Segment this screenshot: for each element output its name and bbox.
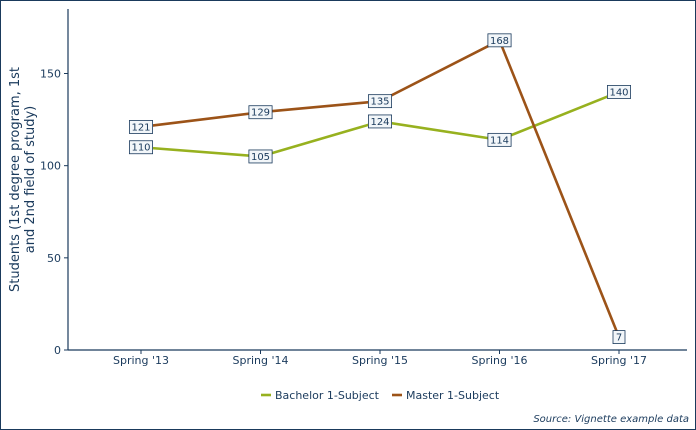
data-label: 7 [612,330,626,344]
y-tick-label: 50 [47,252,61,265]
data-label-value: 140 [609,87,628,98]
data-label-box [248,149,273,164]
x-tick-label: Spring '16 [471,354,527,367]
y-axis-title-line: Students (1st degree program, 1st [8,67,23,292]
data-label-box [248,105,273,120]
data-label-box [487,33,512,48]
y-axis-title-line: and 2nd field of study) [23,106,38,253]
data-label-box [487,132,512,147]
data-label: 114 [487,132,512,147]
data-label-value: 110 [131,143,150,154]
axes: 0 50 100 150 Spring '13 Spring '14 Spring '15 S… [8,9,687,367]
data-label: 105 [248,149,273,164]
data-labels: 110 105 124 114 140 121 129 135 168 7 [128,33,632,344]
data-label: 135 [367,94,392,109]
x-tick-label: Spring '14 [232,354,288,367]
legend-item: Bachelor 1-Subject [261,389,380,402]
data-label-box [612,330,626,344]
legend-label: Master 1-Subject [406,389,500,402]
data-label-box [128,140,153,155]
data-label-value: 124 [370,117,389,128]
data-label-box [607,85,632,99]
data-label-value: 168 [490,36,509,47]
series-lines [139,39,621,339]
source-caption: Source: Vignette example data [533,414,689,425]
data-label-value: 7 [616,333,622,344]
data-label: 124 [367,114,392,129]
series-line [139,39,621,339]
data-label: 110 [128,140,153,155]
data-label-box [367,94,392,109]
data-label: 121 [128,120,153,134]
legend: Bachelor 1-Subject Master 1-Subject [261,389,500,402]
x-tick-label: Spring '17 [591,354,647,367]
y-axis-title: Students (1st degree program, 1stand 2nd… [8,67,38,292]
y-tick-label: 150 [40,68,61,81]
data-label-box [128,120,153,134]
data-label-value: 114 [490,135,509,146]
y-tick-label: 0 [54,344,61,357]
x-tick-label: Spring '15 [352,354,408,367]
data-label: 140 [607,85,632,99]
data-label-value: 129 [251,108,270,119]
x-tick-label: Spring '13 [113,354,169,367]
data-label-value: 121 [131,122,150,133]
data-label-value: 105 [251,152,270,163]
data-label: 129 [248,105,273,120]
legend-item: Master 1-Subject [392,389,500,402]
legend-label: Bachelor 1-Subject [275,389,380,402]
data-label: 168 [487,33,512,48]
data-label-box [367,114,392,129]
data-label-value: 135 [370,97,389,108]
y-tick-label: 100 [40,160,61,173]
